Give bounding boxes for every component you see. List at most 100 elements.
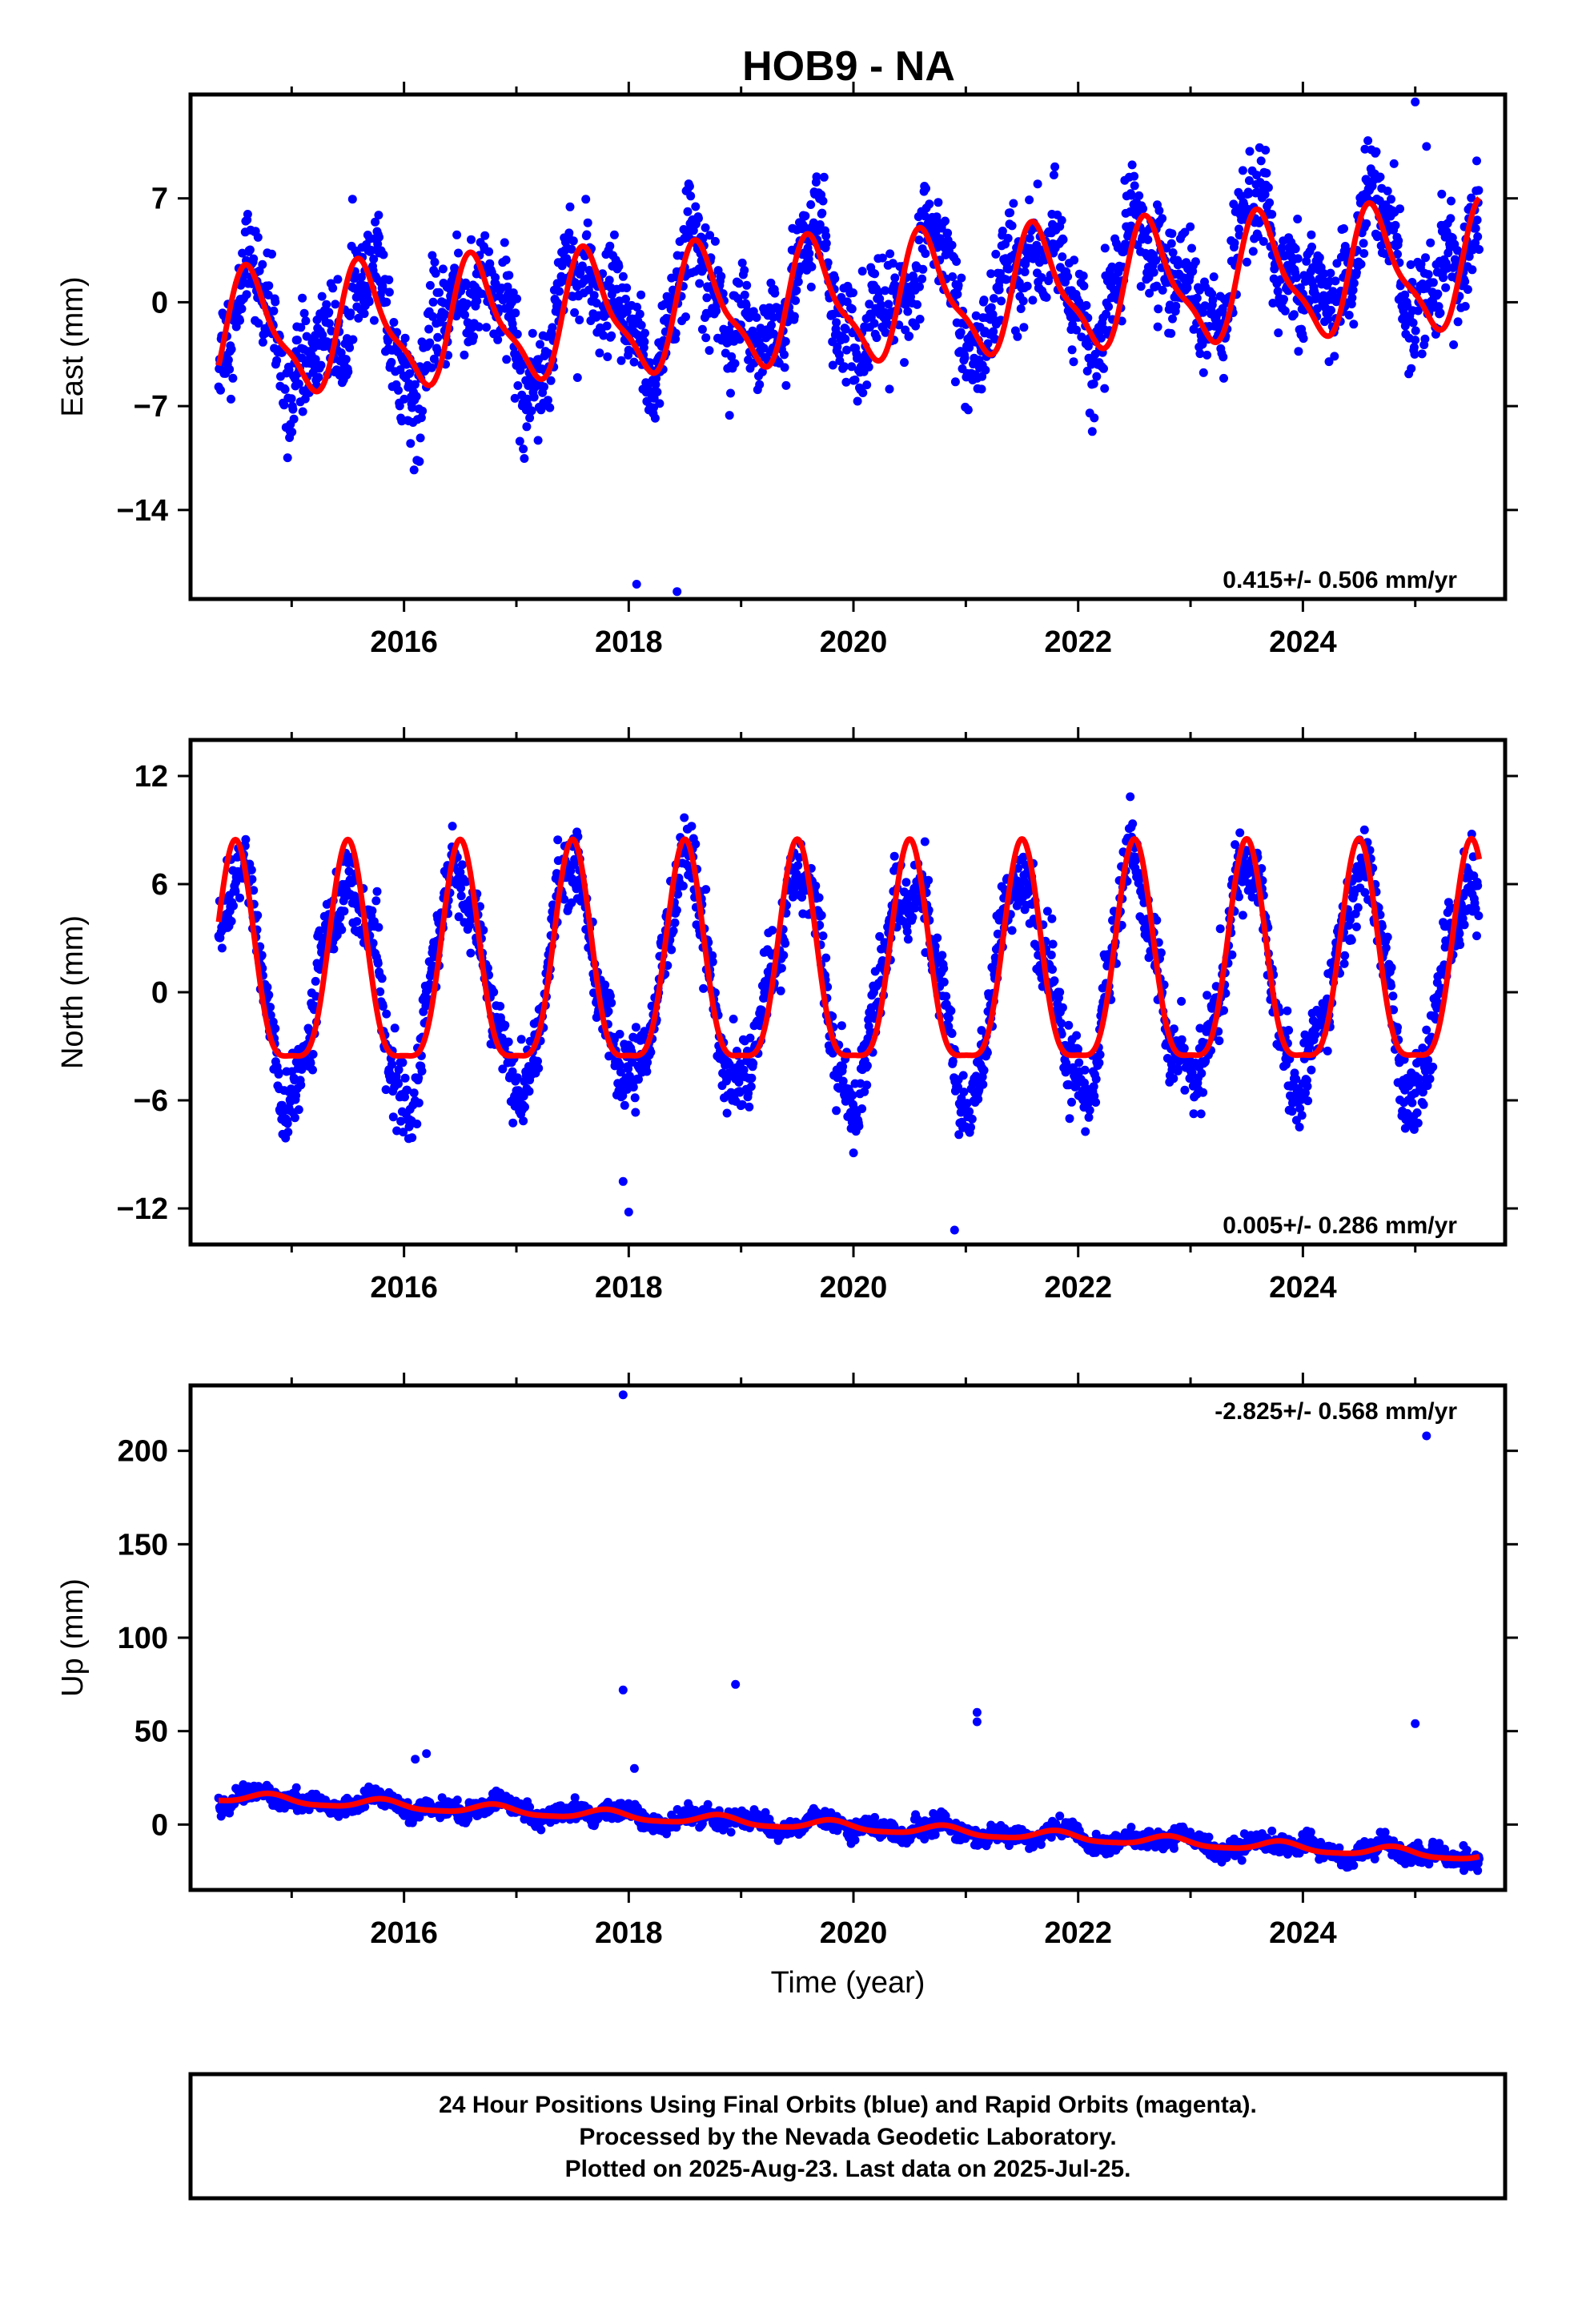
data-point	[832, 1106, 841, 1116]
data-point	[1428, 278, 1438, 287]
data-point	[1158, 214, 1167, 223]
data-point	[577, 261, 587, 271]
data-point	[247, 865, 256, 875]
data-point	[1420, 334, 1430, 344]
data-point	[841, 334, 850, 344]
data-point	[452, 230, 462, 239]
data-point	[306, 1058, 315, 1068]
data-point	[546, 376, 556, 385]
data-point	[979, 296, 989, 305]
data-point	[1394, 236, 1403, 246]
data-point	[833, 342, 842, 352]
data-point	[877, 300, 886, 310]
data-point	[1439, 273, 1448, 283]
data-point	[287, 428, 297, 436]
data-point	[792, 869, 801, 879]
data-point	[768, 926, 777, 935]
data-point	[740, 290, 749, 300]
data-point	[516, 1035, 526, 1044]
data-point	[769, 312, 778, 322]
y-tick-label: −6	[134, 1084, 168, 1118]
data-point	[614, 262, 624, 271]
data-point	[525, 413, 535, 423]
y-tick-label: 6	[151, 868, 168, 902]
data-point	[1083, 341, 1093, 351]
data-point	[416, 413, 426, 423]
data-point	[934, 198, 943, 207]
data-point	[583, 218, 592, 227]
data-point	[636, 290, 646, 300]
data-point	[540, 382, 548, 392]
data-point	[1050, 976, 1059, 986]
data-point	[1180, 227, 1190, 237]
data-point	[634, 1075, 643, 1084]
x-tick-label: 2024	[1269, 1271, 1337, 1305]
data-point	[957, 273, 966, 283]
data-point	[1295, 1104, 1305, 1113]
data-point	[1168, 314, 1177, 324]
data-point	[848, 1091, 857, 1100]
data-point	[1463, 285, 1472, 294]
data-point	[257, 951, 267, 960]
data-point	[1107, 262, 1117, 271]
data-point	[1173, 1066, 1182, 1076]
data-point	[1426, 238, 1435, 247]
data-point	[1037, 273, 1046, 282]
data-point	[811, 881, 821, 891]
data-point	[948, 272, 958, 281]
data-point	[725, 325, 734, 335]
data-point	[394, 385, 403, 395]
data-point	[607, 331, 616, 340]
data-point	[373, 959, 383, 968]
data-point	[291, 1091, 301, 1100]
data-point	[469, 332, 478, 341]
data-point	[643, 1058, 652, 1068]
data-point	[599, 331, 608, 340]
data-point	[512, 1073, 522, 1083]
data-point	[915, 315, 925, 324]
data-point	[1177, 1035, 1186, 1044]
data-point	[989, 294, 998, 304]
data-point	[1383, 187, 1392, 195]
data-point	[901, 878, 911, 887]
data-point	[921, 249, 930, 259]
data-point	[616, 1068, 625, 1077]
data-point	[1080, 1065, 1090, 1075]
data-point	[1356, 259, 1366, 269]
data-point	[717, 271, 726, 281]
data-point	[730, 359, 740, 368]
data-point	[337, 925, 347, 935]
data-point	[930, 942, 940, 951]
data-point	[231, 887, 240, 896]
data-point	[1473, 232, 1483, 241]
data-point	[622, 283, 632, 292]
data-point	[350, 274, 359, 283]
data-point	[712, 306, 721, 316]
data-point	[375, 987, 385, 996]
data-point	[652, 388, 662, 396]
data-point	[814, 893, 824, 903]
data-point	[628, 1083, 638, 1092]
data-point	[1238, 911, 1247, 920]
data-point	[1284, 1026, 1294, 1035]
data-point	[1347, 293, 1357, 303]
data-point	[296, 323, 306, 332]
data-point	[1453, 317, 1463, 327]
data-point	[841, 324, 850, 334]
data-point	[1267, 210, 1277, 219]
data-point	[1028, 296, 1038, 305]
data-point	[1330, 352, 1339, 361]
data-point	[308, 1065, 317, 1075]
data-point	[828, 360, 837, 370]
data-point	[956, 328, 966, 337]
data-point	[678, 881, 688, 891]
data-point	[830, 274, 840, 283]
data-point	[1219, 352, 1228, 362]
data-point	[553, 299, 563, 308]
data-point	[864, 362, 873, 372]
data-point	[1154, 304, 1163, 314]
data-point	[1166, 239, 1176, 248]
y-tick-label: 12	[135, 760, 168, 794]
data-point	[280, 384, 290, 394]
data-point	[368, 939, 378, 948]
